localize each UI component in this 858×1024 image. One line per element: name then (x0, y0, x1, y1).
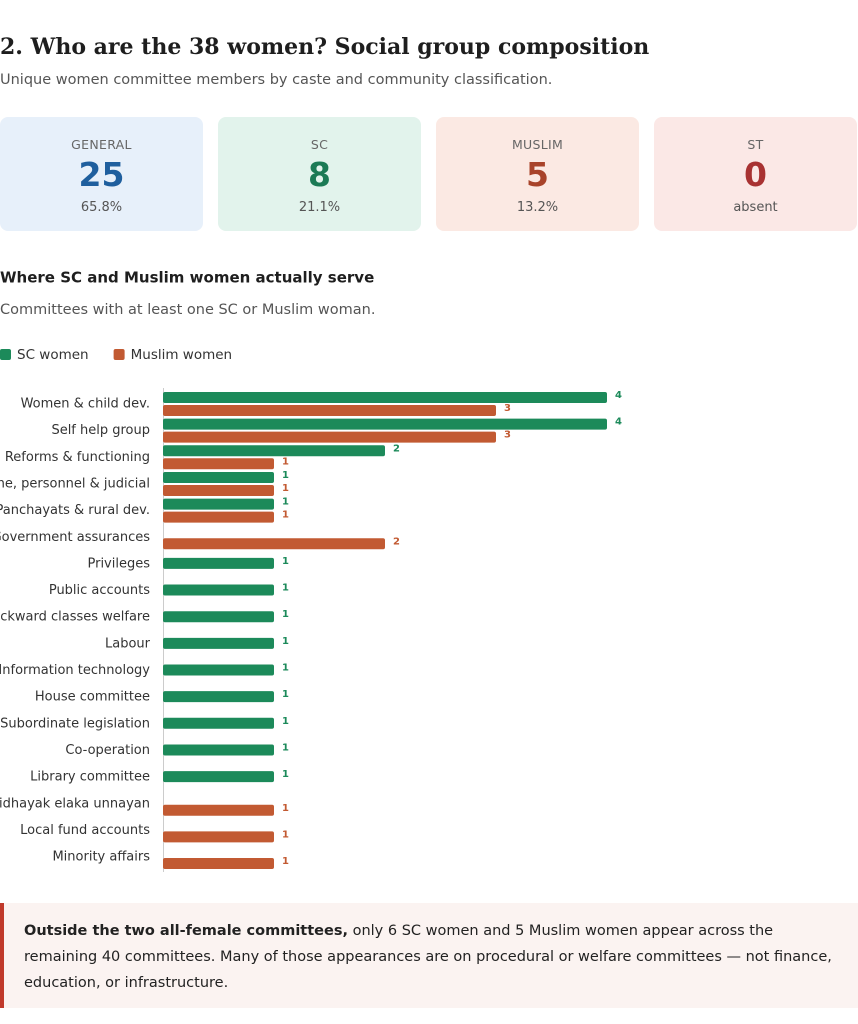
page-subtitle: Unique women committee members by caste … (0, 72, 553, 88)
value-label: 4 (615, 417, 622, 428)
card-value: 5 (526, 155, 549, 194)
bar (163, 431, 496, 443)
chart-title: Where SC and Muslim women actually serve (0, 269, 374, 287)
category-label: Privileges (87, 556, 150, 571)
bar (163, 611, 274, 623)
card-label: SC (310, 137, 329, 152)
bar (163, 804, 274, 816)
value-label: 1 (282, 856, 289, 867)
value-label: 1 (282, 456, 289, 467)
callout: Outside the two all-female committees, o… (0, 903, 858, 1008)
bar (163, 498, 274, 510)
category-label: House committee (35, 690, 150, 705)
page-title: 2. Who are the 38 women? Social group co… (0, 34, 650, 60)
value-label: 1 (282, 609, 289, 620)
value-label: 1 (282, 769, 289, 780)
category-label: Self help group (51, 423, 150, 438)
bar (163, 511, 274, 523)
value-label: 1 (282, 716, 289, 727)
card-label: MUSLIM (511, 137, 564, 152)
category-label: Government assurances (0, 530, 150, 545)
bar (163, 471, 274, 483)
card-label: ST (747, 137, 764, 152)
value-label: 2 (393, 443, 400, 454)
category-label: Subordinate legislation (0, 716, 150, 731)
bar (163, 538, 385, 550)
stat-card: MUSLIM 5 13.2% (436, 117, 639, 231)
category-label: Bidhayak elaka unnayan (0, 796, 150, 811)
category-label: Panchayats & rural dev. (0, 503, 150, 518)
value-label: 1 (282, 829, 289, 840)
category-label: Women & child dev. (21, 397, 150, 412)
card-label: GENERAL (71, 137, 132, 152)
chart: Where SC and Muslim women actually serve… (0, 269, 622, 872)
category-label: Backward classes welfare (0, 610, 150, 625)
value-label: 1 (282, 583, 289, 594)
chart-subtitle: Committees with at least one SC or Musli… (0, 302, 375, 318)
bar (163, 557, 274, 569)
stat-card: SC 8 21.1% (218, 117, 421, 231)
value-label: 1 (282, 470, 289, 481)
card-value: 8 (308, 155, 331, 194)
value-label: 1 (282, 636, 289, 647)
card-note: absent (733, 200, 778, 215)
bar (163, 484, 274, 496)
value-label: 1 (282, 663, 289, 674)
category-label: Co-operation (65, 743, 150, 758)
value-label: 4 (615, 390, 622, 401)
value-label: 1 (282, 742, 289, 753)
category-label: Information technology (0, 663, 150, 678)
category-label: Home, personnel & judicial (0, 476, 150, 491)
category-label: Local fund accounts (20, 823, 150, 838)
bar (163, 858, 274, 870)
legend-label: SC women (17, 347, 89, 363)
value-label: 1 (282, 483, 289, 494)
card-note: 65.8% (80, 200, 123, 215)
category-label: Reforms & functioning (5, 450, 150, 465)
bar (163, 637, 274, 649)
bar (163, 771, 274, 783)
value-label: 3 (504, 430, 511, 441)
bar (163, 405, 496, 416)
value-label: 1 (282, 689, 289, 700)
bar (163, 744, 274, 756)
stat-card: ST 0 absent (654, 117, 857, 231)
callout-text: only 6 SC women and 5 Muslim women appea… (24, 923, 832, 991)
bar (163, 831, 274, 843)
legend-label: Muslim women (131, 347, 233, 363)
bar (163, 584, 274, 596)
card-value: 0 (744, 155, 767, 194)
value-label: 1 (282, 510, 289, 521)
legend-swatch (0, 349, 11, 360)
card-value: 25 (78, 155, 125, 194)
legend-swatch (113, 349, 125, 360)
card-note: 21.1% (298, 200, 341, 215)
bar (163, 392, 607, 403)
card-note: 13.2% (516, 200, 559, 215)
category-label: Labour (105, 636, 151, 651)
bar (163, 445, 385, 457)
bar (163, 717, 274, 729)
bar (163, 691, 274, 703)
stat-card: GENERAL 25 65.8% (0, 117, 203, 231)
value-label: 1 (282, 556, 289, 567)
bar (163, 418, 607, 430)
value-label: 2 (393, 536, 400, 547)
value-label: 3 (504, 403, 511, 414)
value-label: 1 (282, 497, 289, 508)
callout-lead: Outside the two all-female committees, (24, 923, 348, 939)
category-label: Library committee (30, 770, 150, 785)
category-label: Minority affairs (52, 850, 150, 865)
category-label: Public accounts (49, 583, 150, 598)
bar (163, 458, 274, 470)
bar (163, 664, 274, 676)
value-label: 1 (282, 803, 289, 814)
